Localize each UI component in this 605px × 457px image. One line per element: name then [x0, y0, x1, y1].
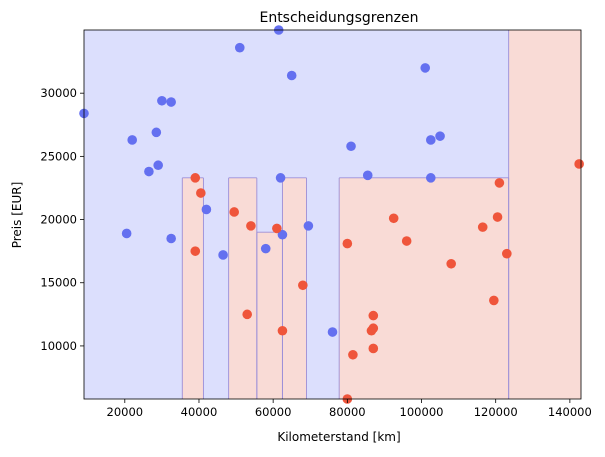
point-red-5	[246, 221, 256, 231]
point-red-24	[574, 159, 584, 169]
point-red-6	[272, 223, 282, 234]
point-blue-10	[218, 250, 228, 260]
point-blue-11	[234, 42, 245, 53]
point-blue-21	[420, 63, 431, 73]
point-blue-23	[425, 173, 436, 183]
region-red-0	[182, 177, 204, 399]
point-red-23	[502, 248, 512, 259]
point-red-3	[229, 207, 240, 217]
point-blue-3	[144, 166, 154, 177]
point-red-1	[196, 188, 206, 198]
chart-title: Entscheidungsgrenzen	[259, 10, 418, 26]
point-red-16	[388, 213, 399, 224]
y-tick-label-0: 10000	[40, 339, 77, 353]
point-blue-17	[303, 221, 314, 231]
x-axis: 20000 40000 60000 80000 100000 120000 140000	[107, 399, 592, 419]
x-tick-label-5: 120000	[474, 405, 518, 419]
decision-regions	[84, 30, 581, 399]
x-axis-label: Kilometerstand [km]	[277, 430, 400, 444]
y-axis-label: Preis [EUR]	[10, 182, 24, 249]
point-red-13	[368, 323, 379, 334]
point-blue-1	[121, 228, 132, 239]
point-blue-7	[166, 97, 176, 107]
point-red-11	[348, 349, 358, 360]
plot-frame	[83, 29, 582, 400]
region-red-2	[256, 232, 283, 399]
point-blue-6	[157, 95, 167, 106]
point-red-17	[401, 236, 412, 246]
point-red-7	[277, 325, 288, 336]
x-tick-label-6: 140000	[548, 405, 592, 419]
y-tick-label-1: 15000	[40, 276, 77, 290]
point-blue-9	[201, 204, 212, 215]
point-red-20	[489, 295, 499, 306]
y-tick-label-2: 20000	[40, 213, 77, 227]
point-red-10	[342, 238, 353, 249]
x-tick-label-0: 20000	[107, 405, 144, 419]
point-red-21	[492, 212, 503, 222]
y-axis: 10000 15000 20000 25000 30000	[40, 86, 84, 353]
point-blue-14	[275, 173, 286, 183]
y-tick-label-3: 25000	[40, 149, 77, 163]
region-red-5	[508, 30, 581, 399]
x-tick-label-4: 100000	[400, 405, 444, 419]
region-red-4	[339, 177, 509, 399]
point-blue-8	[166, 233, 176, 244]
y-tick-label-4: 30000	[40, 86, 77, 100]
point-blue-22	[425, 135, 436, 145]
point-blue-2	[127, 135, 138, 145]
point-red-15	[368, 343, 379, 354]
point-blue-4	[151, 127, 162, 138]
point-red-0	[190, 173, 201, 183]
point-blue-12	[260, 243, 271, 254]
point-red-14	[368, 310, 379, 321]
point-red-22	[494, 178, 505, 188]
point-red-19	[477, 222, 488, 232]
point-blue-16	[286, 70, 297, 81]
point-blue-18	[327, 327, 338, 337]
point-red-2	[190, 246, 201, 256]
point-blue-20	[362, 170, 373, 181]
point-red-4	[242, 309, 252, 320]
point-red-8	[298, 280, 308, 291]
point-blue-19	[346, 141, 356, 152]
x-tick-label-3: 80000	[329, 405, 366, 419]
x-tick-label-2: 60000	[255, 405, 292, 419]
point-red-18	[446, 258, 456, 269]
point-blue-5	[153, 160, 163, 171]
point-blue-24	[435, 131, 445, 141]
point-blue-15	[277, 229, 288, 240]
x-tick-label-1: 40000	[181, 405, 218, 419]
